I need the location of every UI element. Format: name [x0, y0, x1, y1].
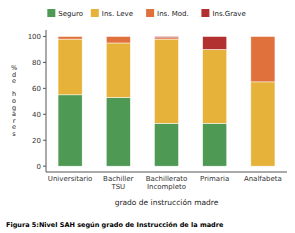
legend-swatch: [91, 9, 99, 17]
bar-segment: [251, 82, 275, 166]
x-tick-label: Analfabeta: [244, 175, 282, 183]
y-tick-label: 20: [32, 137, 41, 145]
bar-segment: [203, 123, 227, 166]
y-tick-label: 100: [28, 33, 41, 41]
bar-segment: [58, 36, 82, 39]
bar-segment: [106, 36, 130, 37]
caption: Figura 5:Nivel SAH según grado de Instru…: [6, 221, 224, 229]
legend-swatch: [201, 9, 209, 17]
y-tick: [43, 166, 46, 167]
bar-segment: [251, 36, 275, 81]
y-tick-label: 40: [32, 111, 41, 119]
bar-segment: [154, 123, 178, 166]
legend-label: Ins. Leve: [102, 10, 133, 18]
legend-label: Seguro: [58, 10, 83, 18]
y-tick: [43, 62, 46, 63]
x-tick-label: BachilleratoIncompleto: [146, 175, 188, 191]
y-tick-label: 80: [32, 59, 41, 67]
bar-segment: [58, 39, 82, 95]
bar-segment: [251, 36, 275, 37]
legend-label: Ins. Mod.: [157, 10, 189, 18]
bar-segment: [154, 36, 178, 37]
x-axis-label: grado de instrucción madre: [115, 198, 219, 207]
legend: Seguro Ins. Leve Ins. Mod. Ins.Grave: [47, 9, 246, 18]
legend-swatch: [47, 9, 55, 17]
bar-segment: [106, 97, 130, 166]
bar-segment: [154, 39, 178, 123]
legend-label: Ins.Grave: [212, 10, 245, 18]
x-tick-label: Primaria: [200, 175, 229, 183]
bar-segment: [203, 36, 227, 49]
y-tick: [43, 140, 46, 141]
y-tick: [43, 36, 46, 37]
x-tick-label: Universitario: [48, 175, 93, 183]
bar-segment: [58, 36, 82, 37]
y-axis-label: %de hogares: [11, 64, 17, 138]
bar-segment: [58, 95, 82, 166]
bar-segment: [106, 36, 130, 42]
y-tick: [43, 114, 46, 115]
chart: 0 20 40 60 80 100 Universitario BachillerTSU Bac…: [0, 0, 295, 233]
x-tick-label: BachillerTSU: [103, 175, 134, 191]
legend-swatch: [146, 9, 154, 17]
bar-segment: [203, 49, 227, 123]
y-axis: [46, 30, 47, 172]
x-axis: [46, 172, 287, 173]
y-tick: [43, 88, 46, 89]
bar-segment: [106, 43, 130, 97]
y-tick-label: 0: [37, 163, 41, 171]
y-tick-label: 60: [32, 85, 41, 93]
bars: [58, 36, 275, 166]
